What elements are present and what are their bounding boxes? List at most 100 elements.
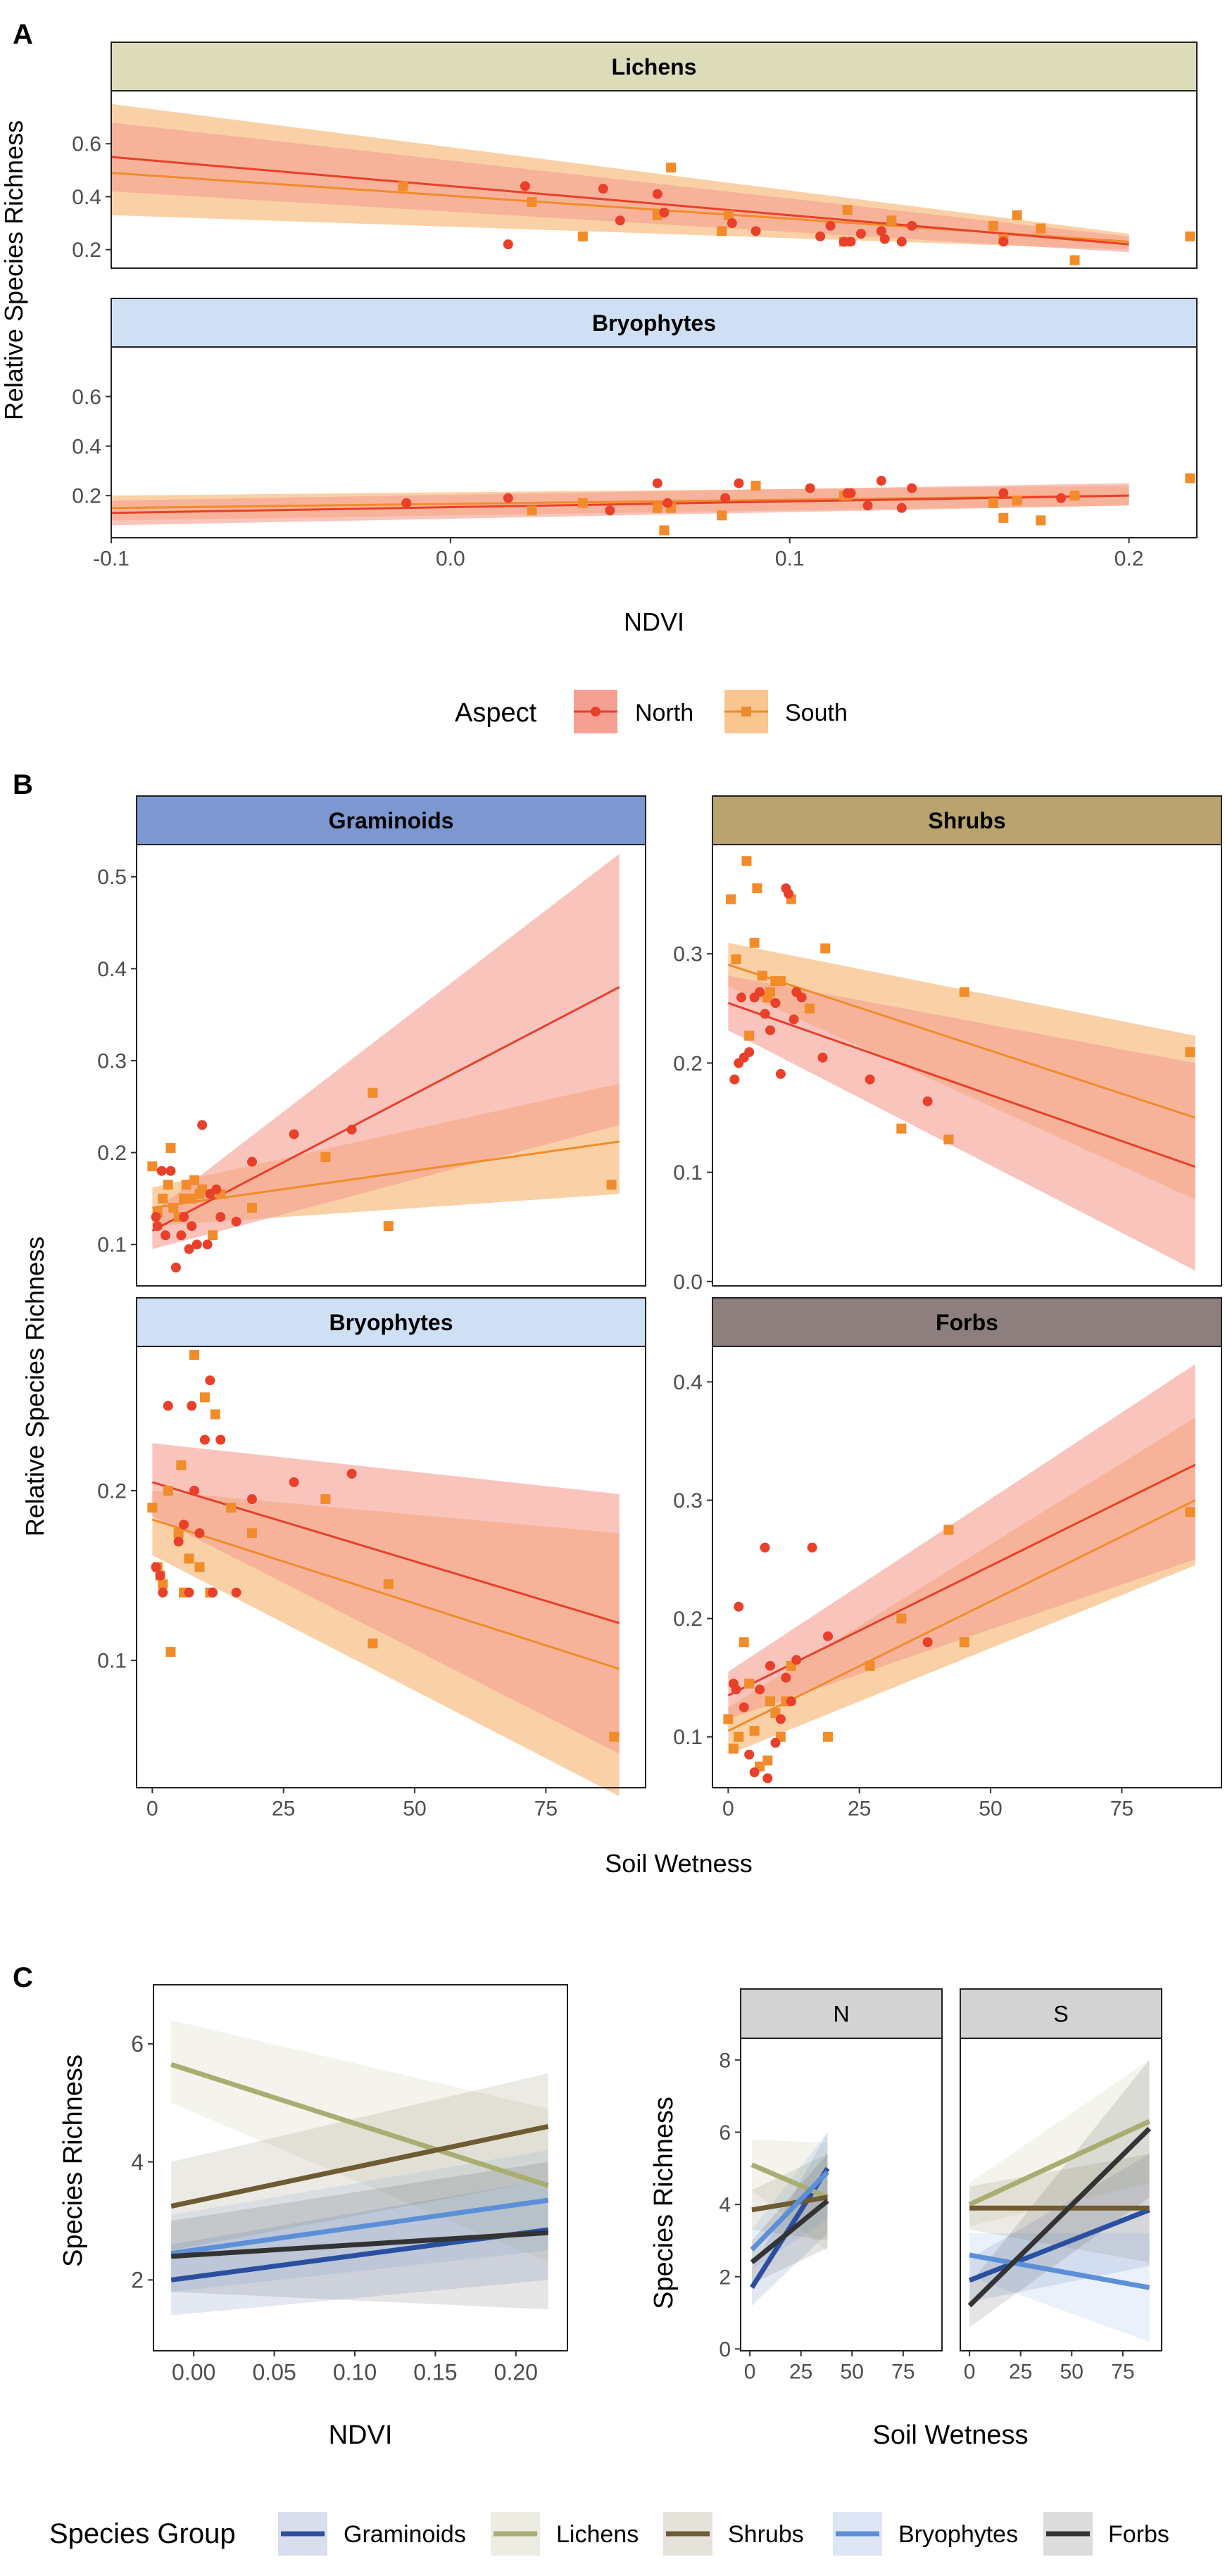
- south-point: [147, 1161, 158, 1172]
- y-tick-label: 2: [719, 2266, 731, 2289]
- legend-lichens: Lichens: [556, 2521, 639, 2548]
- panel-label-c: C: [13, 1962, 33, 1993]
- facet-strip-label: Graminoids: [329, 808, 454, 833]
- x-tick-label: 0.0: [436, 548, 465, 571]
- north-point: [1056, 493, 1067, 503]
- north-point: [246, 1494, 257, 1505]
- north-point: [208, 1587, 218, 1598]
- north-point: [855, 229, 866, 239]
- south-point: [527, 196, 537, 207]
- y-tick-label: 0.1: [97, 1234, 127, 1257]
- south-point: [744, 1030, 755, 1041]
- north-point: [503, 239, 513, 250]
- north-point: [825, 220, 836, 231]
- south-point: [749, 937, 760, 948]
- y-tick-label: 0.3: [673, 1489, 703, 1513]
- north-point: [846, 236, 856, 247]
- south-point: [734, 1731, 744, 1742]
- north-point: [865, 1074, 875, 1085]
- south-point: [181, 1180, 191, 1190]
- north-point: [998, 488, 1009, 498]
- north-point: [246, 1156, 257, 1167]
- north-point: [194, 1528, 205, 1539]
- north-point: [615, 215, 625, 226]
- south-point: [320, 1152, 331, 1163]
- south-point: [717, 510, 727, 521]
- south-point: [765, 987, 775, 997]
- south-point: [609, 1731, 620, 1742]
- north-point: [155, 1570, 165, 1581]
- north-point: [662, 498, 673, 508]
- north-point: [736, 992, 746, 1003]
- south-point: [208, 1230, 218, 1241]
- north-point: [189, 1485, 199, 1496]
- south-point: [865, 1660, 875, 1671]
- south-fit-line: [151, 1518, 620, 1670]
- north-point: [158, 1587, 168, 1598]
- south-point: [820, 943, 831, 954]
- south-point: [804, 1003, 815, 1014]
- south-point: [749, 1726, 760, 1736]
- legend-shrubs: Shrubs: [728, 2521, 804, 2548]
- north-point: [605, 505, 615, 516]
- x-tick-label: 75: [534, 1798, 558, 1821]
- north-point: [781, 1672, 791, 1683]
- south-point: [1185, 1047, 1195, 1057]
- panel-c2: N 0 2 4 6 8 0 25 50 75 S 0 25 50 75: [719, 1988, 1162, 2384]
- south-point: [762, 1755, 773, 1766]
- north-point: [170, 1262, 181, 1273]
- north-point: [760, 1542, 770, 1553]
- group-confidence-band: [171, 2149, 548, 2292]
- south-fit-line: [727, 964, 1196, 1119]
- north-point: [876, 476, 886, 486]
- north-point: [749, 1767, 760, 1778]
- facet-strip-label: Shrubs: [928, 808, 1005, 833]
- north-point: [762, 1773, 773, 1783]
- north-point: [760, 1009, 770, 1019]
- south-point: [765, 1696, 775, 1707]
- south-point: [1069, 255, 1080, 265]
- north-point: [211, 1184, 222, 1194]
- north-point: [160, 1230, 170, 1241]
- north-point: [731, 1684, 741, 1695]
- x-tick-label: 0.00: [172, 2360, 215, 2385]
- north-point: [739, 1702, 749, 1712]
- south-point: [158, 1193, 168, 1204]
- north-point: [765, 1660, 775, 1671]
- south-point: [652, 503, 662, 513]
- north-point: [598, 184, 608, 194]
- south-point: [168, 1202, 179, 1213]
- facet-strip-label: Forbs: [936, 1310, 998, 1335]
- x-tick-label: 0.2: [1114, 548, 1144, 571]
- north-confidence-band: [111, 122, 1129, 253]
- north-point: [289, 1477, 299, 1487]
- south-point: [822, 1731, 833, 1742]
- y-tick-label: 6: [719, 2121, 731, 2145]
- facet-strip: [740, 1988, 943, 2039]
- panel-c2-y-axis-label: Species Richness: [649, 2097, 679, 2309]
- south-point: [1036, 223, 1046, 234]
- north-fit-line: [111, 494, 1129, 514]
- x-tick-label: 0.05: [252, 2360, 296, 2385]
- facet-strip: [136, 795, 646, 845]
- y-tick-label: 0.2: [97, 1479, 127, 1503]
- y-tick-label: 0: [719, 2338, 731, 2361]
- group-fit-line: [967, 2126, 1152, 2308]
- south-point: [1185, 1507, 1195, 1517]
- south-point: [959, 987, 969, 997]
- north-point: [817, 1052, 828, 1063]
- south-point: [724, 210, 734, 220]
- x-tick-label: 0.20: [494, 2360, 538, 2385]
- south-point: [726, 894, 736, 904]
- x-tick-label: 0: [744, 2361, 756, 2384]
- south-point: [842, 205, 853, 215]
- y-tick-label: 0.6: [72, 386, 101, 409]
- south-point: [943, 1524, 954, 1535]
- y-tick-label: 0.4: [72, 186, 101, 209]
- group-fit-line: [750, 2162, 829, 2200]
- x-tick-label: -0.1: [93, 548, 130, 571]
- north-point: [202, 1239, 213, 1250]
- south-point: [728, 1743, 739, 1754]
- legend-north-marker: [591, 707, 601, 716]
